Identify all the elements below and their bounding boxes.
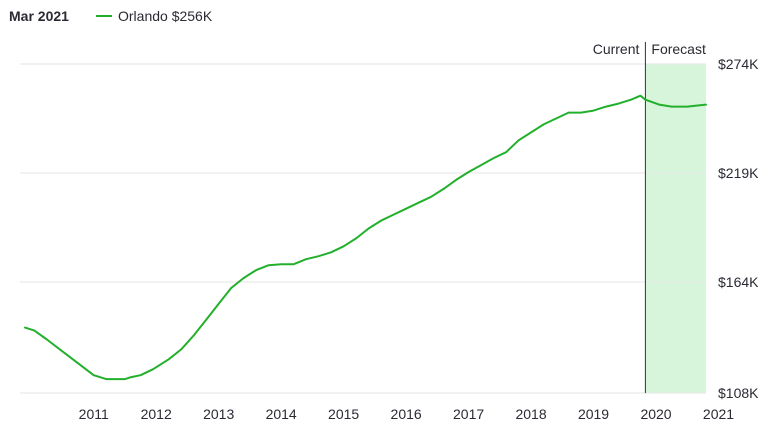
x-tick-label: 2019 — [578, 406, 609, 422]
x-tick-label: 2014 — [266, 406, 297, 422]
forecast-label: Forecast — [651, 41, 706, 57]
x-tick-label: 2017 — [453, 406, 484, 422]
x-tick-label: 2013 — [203, 406, 234, 422]
x-tick-label: 2012 — [141, 406, 172, 422]
x-tick-label: 2015 — [328, 406, 359, 422]
current-label: Current — [593, 41, 640, 57]
x-tick-label: 2020 — [640, 406, 671, 422]
y-tick-label: $108K — [718, 385, 759, 401]
x-axis-ticks: 2011 2012 2013 2014 2015 2016 2017 2018 2019 2020… — [79, 406, 735, 422]
legend: Orlando $256K — [96, 8, 212, 24]
x-tick-label: 2021 — [703, 406, 734, 422]
y-tick-label: $219K — [718, 165, 759, 181]
grid-lines — [20, 63, 706, 394]
x-tick-label: 2016 — [391, 406, 422, 422]
series-line-orlando[interactable] — [24, 94, 707, 381]
y-tick-label: $164K — [718, 274, 759, 290]
y-tick-label: $274K — [718, 56, 759, 72]
x-tick-label: 2018 — [515, 406, 546, 422]
legend-label: Orlando $256K — [118, 8, 213, 24]
x-tick-label: 2011 — [79, 406, 109, 422]
legend-swatch — [96, 15, 112, 17]
y-axis-ticks: $274K $219K $164K $108K — [718, 56, 759, 401]
forecast-band — [645, 64, 706, 393]
header-date: Mar 2021 — [9, 8, 69, 24]
